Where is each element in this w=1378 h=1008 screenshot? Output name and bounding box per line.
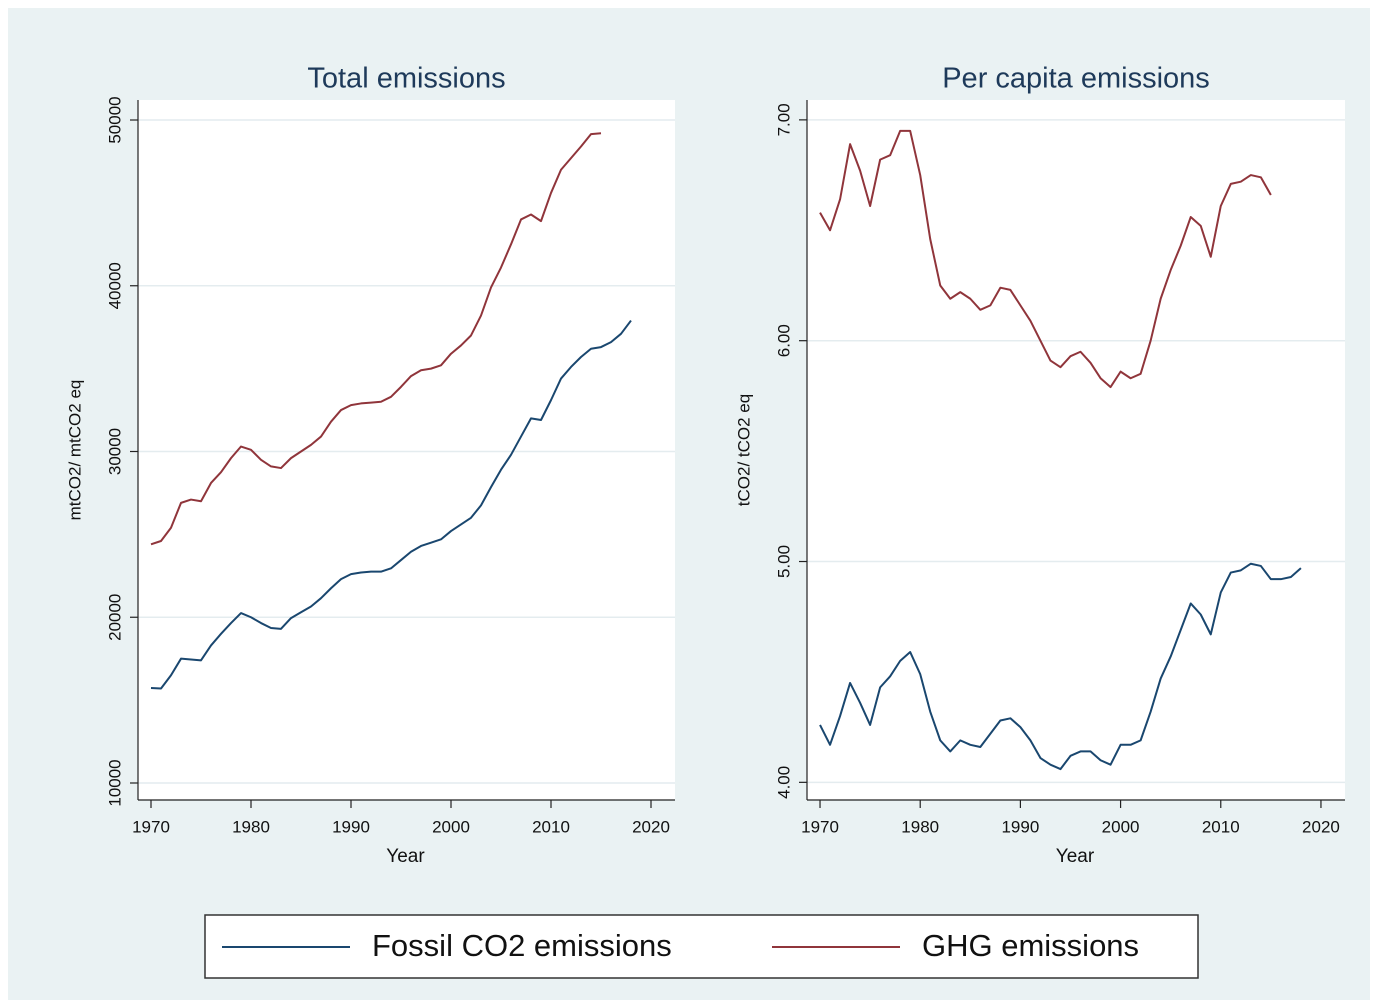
- x-tick-label: 2020: [1302, 817, 1340, 836]
- plot-region: [807, 100, 1345, 800]
- x-tick-label: 1990: [1001, 817, 1039, 836]
- series-line: [819, 129, 1272, 389]
- legend-label: GHG emissions: [922, 928, 1139, 963]
- series-line: [819, 562, 1302, 771]
- x-tick-label: 1980: [901, 817, 939, 836]
- y-tick-label: 20000: [105, 594, 124, 641]
- x-tick-label: 1970: [132, 817, 170, 836]
- plot-region: [138, 100, 675, 800]
- x-tick-label: 1980: [232, 817, 270, 836]
- x-tick-label: 2010: [532, 817, 570, 836]
- y-tick-label: 50000: [105, 96, 124, 143]
- panel-title: Total emissions: [307, 63, 505, 95]
- y-axis-title: tCO2/ tCO2 eq: [734, 394, 753, 506]
- panel-title: Per capita emissions: [942, 63, 1210, 95]
- series-line: [150, 319, 632, 690]
- legend-label: Fossil CO2 emissions: [372, 928, 672, 963]
- y-tick-label: 10000: [105, 759, 124, 806]
- legend-box: [204, 914, 1199, 979]
- series-line: [150, 132, 602, 546]
- x-tick-label: 1990: [332, 817, 370, 836]
- x-tick-label: 2010: [1202, 817, 1240, 836]
- y-tick-label: 4.00: [774, 766, 793, 799]
- x-tick-label: 2000: [432, 817, 470, 836]
- y-tick-label: 7.00: [774, 103, 793, 136]
- y-tick-label: 40000: [105, 262, 124, 309]
- x-axis-title: Year: [1056, 846, 1095, 867]
- x-tick-label: 1970: [801, 817, 839, 836]
- y-tick-label: 6.00: [774, 324, 793, 357]
- y-tick-label: 30000: [105, 428, 124, 475]
- y-axis-title: mtCO2/ mtCO2 eq: [65, 380, 84, 521]
- x-tick-label: 2000: [1102, 817, 1140, 836]
- y-tick-label: 5.00: [774, 545, 793, 578]
- x-axis-title: Year: [386, 846, 425, 867]
- x-tick-label: 2020: [632, 817, 670, 836]
